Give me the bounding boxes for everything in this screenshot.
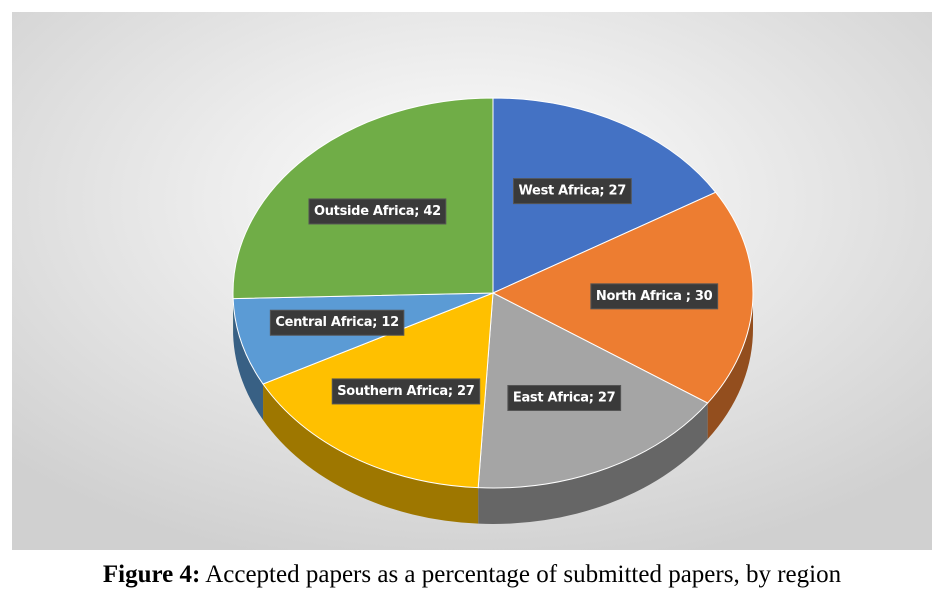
label-box (590, 283, 719, 310)
caption-text: Accepted papers as a percentage of submi… (205, 561, 841, 588)
data-label: Southern Africa; 27 (331, 378, 481, 405)
data-label: North Africa ; 30 (590, 283, 719, 310)
label-text: West Africa; 27 (518, 184, 626, 199)
label-text: Outside Africa; 42 (314, 204, 441, 219)
label-box (512, 178, 632, 205)
slice-side (263, 384, 479, 524)
data-label: East Africa; 27 (507, 384, 622, 411)
label-text: North Africa ; 30 (596, 289, 713, 304)
label-box (331, 378, 481, 405)
data-label: West Africa; 27 (512, 178, 632, 205)
caption: Figure 4: Accepted papers as a percentag… (103, 561, 842, 588)
data-label: Outside Africa; 42 (308, 198, 447, 225)
label-text: Central Africa; 12 (275, 315, 398, 330)
label-text: East Africa; 27 (513, 390, 616, 405)
pie: West Africa; 27 North Africa ; 30 East Afr… (232, 97, 754, 524)
label-box (308, 198, 447, 225)
caption-label: Figure 4: (103, 561, 200, 588)
slice-side (478, 403, 708, 524)
label-text: Southern Africa; 27 (337, 384, 474, 399)
label-box (269, 309, 405, 336)
slice-side (707, 293, 753, 440)
label-box (507, 384, 622, 411)
data-label: Central Africa; 12 (269, 309, 405, 336)
slice (232, 97, 494, 300)
